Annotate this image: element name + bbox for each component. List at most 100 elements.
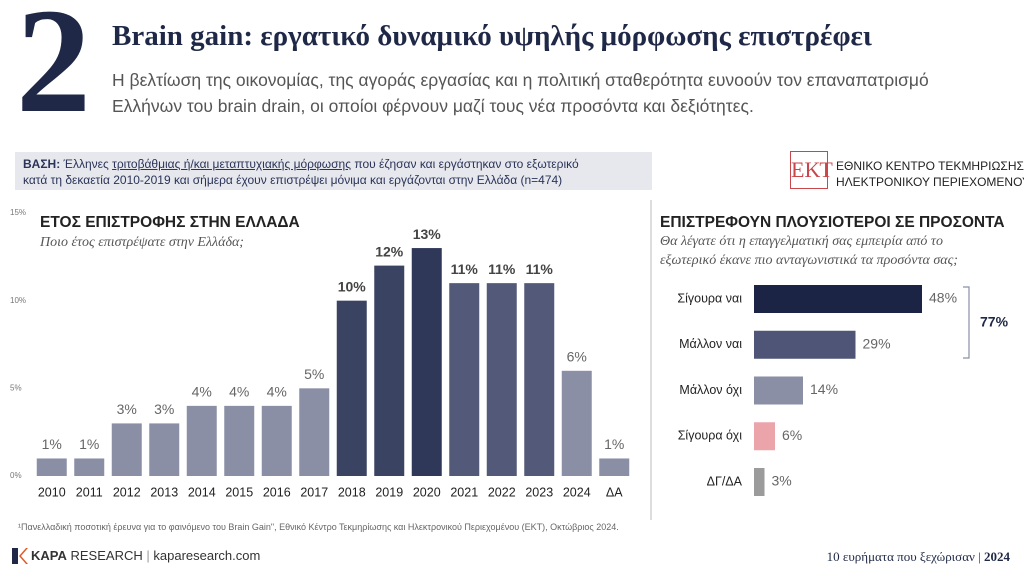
x-tick-label: 2021 — [450, 485, 478, 499]
y-tick-label: 10% — [10, 296, 26, 305]
category-label: Σίγουρα ναι — [677, 291, 742, 305]
value-label: 3% — [772, 473, 792, 489]
bar — [754, 330, 856, 359]
y-tick-label: 15% — [10, 208, 26, 217]
chart-title: ΕΠΙΣΤΡΕΦΟΥΝ ΠΛΟΥΣΙΟΤΕΡΟΙ ΣΕ ΠΡΟΣΟΝΤΑ — [660, 214, 1005, 231]
website: kaparesearch.com — [153, 548, 261, 563]
value-label: 1% — [42, 436, 62, 452]
value-label: 5% — [304, 366, 324, 382]
bar — [754, 422, 775, 451]
bar — [411, 248, 442, 476]
chart-subtitle: Ποιο έτος επιστρέψατε στην Ελλάδα; — [39, 235, 244, 250]
y-tick-label: 0% — [10, 471, 22, 480]
footnote: ¹Πανελλαδική ποσοτική έρευνα για το φαιν… — [18, 522, 619, 532]
bar — [299, 388, 330, 476]
bar — [754, 376, 803, 405]
chart-title: ΕΤΟΣ ΕΠΙΣΤΡΟΦΗΣ ΣΤΗΝ ΕΛΛΑΔΑ — [40, 214, 300, 231]
bar — [599, 458, 630, 476]
brand-name: RESEARCH — [70, 548, 143, 563]
x-tick-label: 2013 — [150, 485, 178, 499]
value-label: 12% — [375, 243, 404, 259]
bar — [224, 405, 255, 476]
bar — [74, 458, 105, 476]
x-tick-label: 2018 — [338, 485, 366, 499]
bar — [186, 405, 217, 476]
x-tick-label: 2020 — [413, 485, 441, 499]
logo-line: ΕΘΝΙΚΟ ΚΕΝΤΡΟ ΤΕΚΜΗΡΙΩΣΗΣ & — [836, 159, 1024, 173]
logo-line: ΗΛΕΚΤΡΟΝΙΚΟΥ ΠΕΡΙΕΧΟΜΕΝΟΥ — [836, 175, 1024, 189]
bar — [486, 283, 517, 476]
value-label: 4% — [192, 384, 212, 400]
series-name: 10 ευρήματα που ξεχώρισαν — [826, 549, 975, 564]
value-label: 3% — [154, 401, 174, 417]
value-label: 1% — [79, 436, 99, 452]
base-note: ΒΑΣΗ: Έλληνες τριτοβάθμιας ή/και μεταπτυ… — [15, 152, 652, 190]
value-label: 3% — [117, 401, 137, 417]
bar — [374, 265, 405, 476]
value-label: 11% — [526, 261, 554, 277]
y-tick-label: 5% — [10, 383, 22, 392]
annotation-label: 77% — [980, 314, 1009, 330]
x-tick-label: 2015 — [225, 485, 253, 499]
category-label: ΔΓ/ΔΑ — [707, 474, 743, 488]
year: 2024 — [984, 549, 1010, 564]
x-tick-label: 2019 — [375, 485, 403, 499]
x-tick-label: 2022 — [488, 485, 516, 499]
brand: KAPA RESEARCH | kaparesearch.com — [31, 548, 261, 563]
base-text: που έζησαν και εργάστηκαν στο εξωτερικό — [354, 157, 579, 171]
value-label: 48% — [929, 290, 957, 306]
title: Brain gain: εργατικό δυναμικό υψηλής μόρ… — [112, 20, 872, 52]
base-text: τριτοβάθμιας ή/και μεταπτυχιακής μόρφωση… — [112, 157, 352, 171]
base-text: Έλληνες — [63, 157, 109, 171]
value-label: 4% — [229, 384, 249, 400]
value-label: 14% — [810, 381, 838, 397]
bracket — [963, 286, 970, 359]
value-label: 11% — [451, 261, 479, 277]
bar — [336, 300, 367, 476]
bar — [261, 405, 292, 476]
value-label: 13% — [413, 226, 442, 242]
bar — [36, 458, 67, 476]
x-tick-label: 2012 — [113, 485, 141, 499]
subtitle-line: Ελλήνων του brain drain, οι οποίοι φέρνο… — [112, 96, 754, 116]
bar — [111, 423, 142, 476]
brand-icon — [12, 548, 28, 564]
category-label: Σίγουρα όχι — [678, 429, 743, 443]
category-label: Μάλλον ναι — [679, 337, 742, 351]
x-tick-label: 2017 — [300, 485, 328, 499]
x-tick-label: ΔΑ — [606, 485, 623, 499]
value-label: 6% — [567, 349, 587, 365]
bar — [754, 468, 765, 496]
subtitle: Η βελτίωση της οικονομίας, της αγοράς ερ… — [112, 67, 929, 119]
x-tick-label: 2023 — [525, 485, 553, 499]
brand-bold: KAPA — [31, 548, 67, 563]
value-label: 1% — [604, 436, 624, 452]
value-label: 10% — [338, 278, 367, 294]
chart-subtitle: εξωτερικό έκανε πιο ανταγωνιστικά τα προ… — [660, 253, 958, 268]
x-tick-label: 2010 — [38, 485, 66, 499]
bar — [524, 283, 555, 476]
subtitle-line: Η βελτίωση της οικονομίας, της αγοράς ερ… — [112, 70, 929, 90]
base-label: ΒΑΣΗ: — [23, 157, 61, 171]
series-footer: 10 ευρήματα που ξεχώρισαν | 2024 — [826, 549, 1010, 564]
chart-subtitle: Θα λέγατε ότι η επαγγελματική σας εμπειρ… — [660, 234, 943, 249]
bar — [754, 285, 922, 313]
bar — [149, 423, 180, 476]
x-tick-label: 2014 — [188, 485, 216, 499]
x-tick-label: 2016 — [263, 485, 291, 499]
section-number: 2 — [16, 0, 91, 144]
value-label: 29% — [863, 335, 891, 351]
value-label: 11% — [488, 261, 516, 277]
logo-text: ΕΘΝΙΚΟ ΚΕΝΤΡΟ ΤΕΚΜΗΡΙΩΣΗΣ & ΗΛΕΚΤΡΟΝΙΚΟΥ… — [836, 158, 1024, 190]
x-tick-label: 2011 — [76, 485, 103, 499]
logo-mark: ΕΚΤ — [790, 151, 833, 189]
value-label: 4% — [267, 384, 287, 400]
value-label: 6% — [782, 427, 802, 443]
category-label: Μάλλον όχι — [679, 383, 742, 397]
x-tick-label: 2024 — [563, 485, 591, 499]
bar — [561, 370, 592, 476]
base-text: κατά τη δεκαετία 2010-2019 και σήμερα έχ… — [23, 173, 563, 187]
bar — [449, 283, 480, 476]
